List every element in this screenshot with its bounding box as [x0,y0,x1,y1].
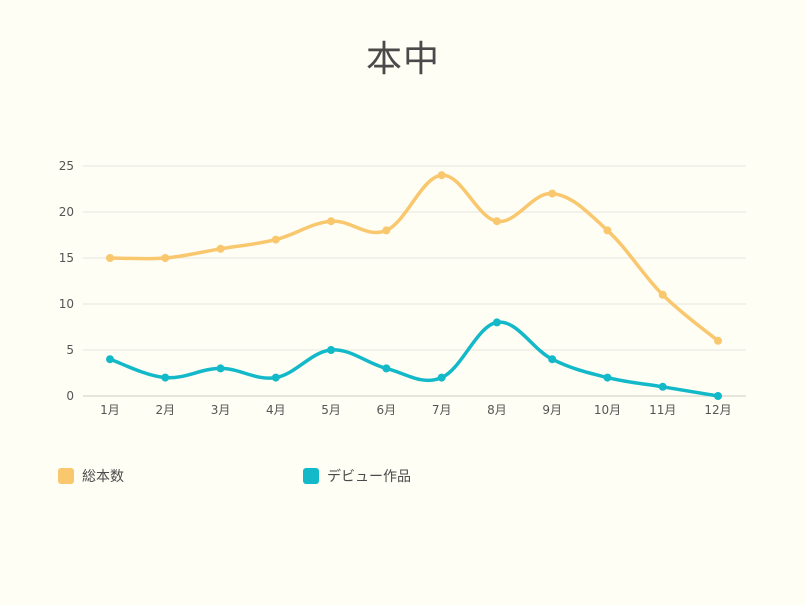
y-tick-label: 0 [66,389,74,403]
data-point-0 [437,171,446,180]
data-point-0 [548,189,557,198]
data-point-1 [492,318,501,327]
x-tick-label: 4月 [266,403,286,417]
data-point-1 [382,364,391,373]
y-tick-label: 5 [66,343,74,357]
x-tick-label: 12月 [704,403,731,417]
data-point-1 [658,382,667,391]
data-point-0 [382,226,391,235]
y-tick-label: 20 [59,205,74,219]
x-tick-label: 8月 [487,403,507,417]
legend: 総本数 デビュー作品 [58,466,758,490]
x-tick-label: 3月 [211,403,231,417]
y-axis-ticks: 0 5 10 15 20 25 [59,159,74,403]
legend-swatch-total [58,468,74,484]
data-point-0 [492,217,501,226]
y-tick-label: 25 [59,159,74,173]
data-point-1 [714,392,722,400]
series-line-1 [108,320,720,398]
x-tick-label: 1月 [100,403,120,417]
x-tick-label: 7月 [432,403,452,417]
legend-label-debut: デビュー作品 [327,469,411,485]
data-point-1 [327,346,336,354]
x-tick-label: 2月 [155,403,175,417]
data-point-0 [106,254,114,262]
series-points [106,171,722,400]
x-tick-label: 9月 [542,403,562,417]
grid-lines [83,165,746,397]
chart-title: 本中 [365,39,440,80]
data-point-0 [216,244,225,253]
data-point-1 [271,373,280,382]
data-point-1 [437,373,446,382]
data-point-0 [161,254,170,262]
series-lines [108,173,720,398]
data-point-0 [714,336,722,345]
data-point-1 [216,364,225,373]
x-axis-ticks: 1月 2月 3月 4月 5月 6月 7月 8月 9月 10月 11月 12月 [100,403,731,417]
x-tick-label: 11月 [649,403,676,417]
x-tick-label: 10月 [594,403,621,417]
legend-swatch-debut [303,468,319,484]
y-tick-label: 10 [59,297,74,311]
data-point-0 [271,235,280,244]
y-tick-label: 15 [59,251,74,265]
data-point-1 [106,355,114,364]
legend-item-total[interactable]: 総本数 [58,466,124,486]
data-point-0 [327,217,336,226]
data-point-0 [603,226,612,235]
legend-label-total: 総本数 [82,469,124,485]
data-point-1 [161,373,170,382]
x-tick-label: 5月 [321,403,341,417]
x-tick-label: 6月 [377,403,397,417]
data-point-1 [603,373,612,382]
data-point-1 [548,355,557,364]
legend-item-debut[interactable]: デビュー作品 [303,466,411,486]
data-point-0 [658,290,667,299]
